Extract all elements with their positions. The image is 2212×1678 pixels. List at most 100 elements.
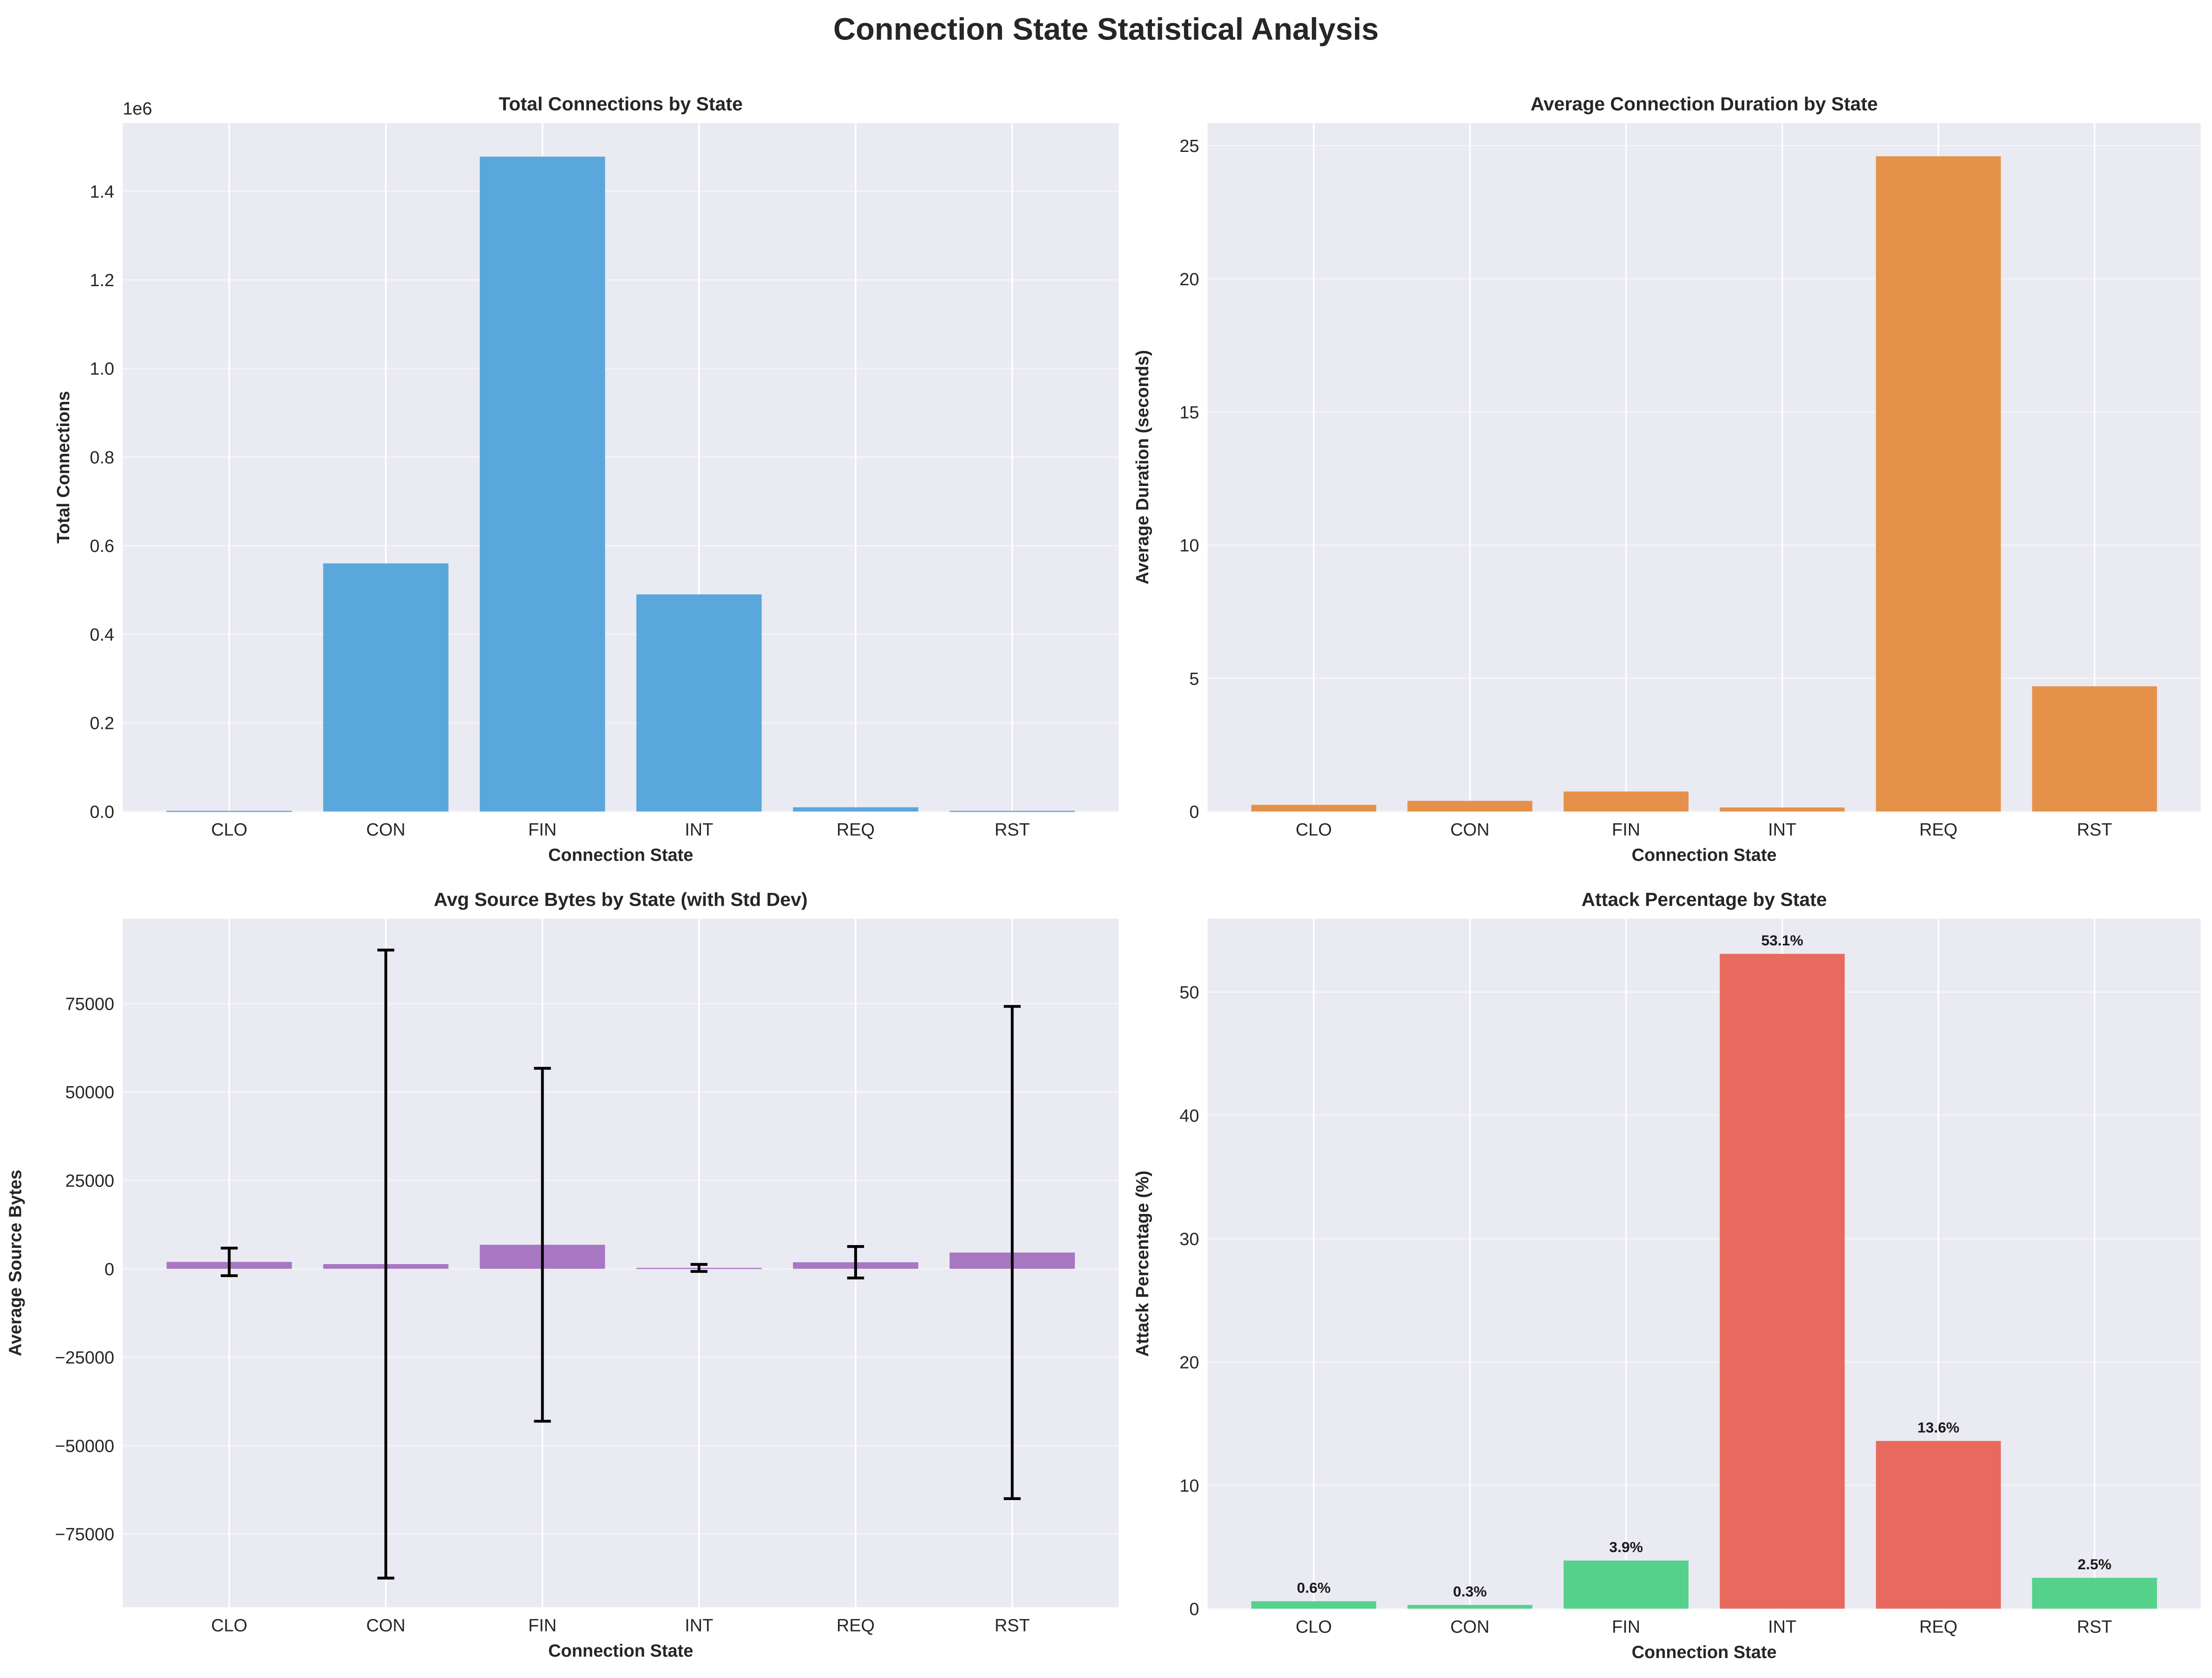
- x-tick-label: CON: [366, 820, 405, 839]
- data-label: 53.1%: [1761, 932, 1803, 949]
- y-tick-label: 5: [1189, 669, 1199, 689]
- y-tick-label: 40: [1179, 1107, 1199, 1126]
- y-tick-label: 50: [1179, 983, 1199, 1003]
- x-tick-label: RST: [995, 820, 1030, 839]
- error-bar-rst: [1003, 1005, 1021, 1500]
- x-tick-label: REQ: [837, 820, 875, 839]
- y-axis-label: Attack Percentage (%): [1133, 1171, 1152, 1357]
- y-tick-label: 30: [1179, 1230, 1199, 1249]
- error-bar-con: [377, 948, 394, 1580]
- x-tick-label: RST: [995, 1616, 1030, 1635]
- plot-area: [123, 123, 1119, 812]
- y-tick-label: 0.8: [90, 448, 114, 467]
- x-tick-label: FIN: [528, 1616, 556, 1635]
- y-offset-text: 1e6: [123, 99, 152, 119]
- y-tick-label: 0: [1189, 1599, 1199, 1619]
- y-tick-label: 1.0: [90, 360, 114, 379]
- y-axis-label: Total Connections: [54, 391, 73, 544]
- data-label: 2.5%: [2078, 1556, 2112, 1573]
- subplot-3: −75000 −50000 −25000 0 25000 50000 75000 CLO CON…: [6, 889, 1119, 1661]
- bar-rst: [2032, 1578, 2157, 1609]
- bar-clo: [1251, 805, 1376, 812]
- bar-req: [1876, 156, 2001, 812]
- bar-clo: [1251, 1601, 1376, 1609]
- x-axis-label: Connection State: [548, 1641, 693, 1661]
- bar-con: [323, 563, 449, 812]
- subplot-4: 0 10 20 30 40 50 CLO CON FIN INT REQ RST 0.6% 0.3% 3.9…: [1133, 889, 2201, 1662]
- x-tick-label: INT: [1768, 820, 1796, 839]
- y-tick-label: 0.6: [90, 537, 114, 556]
- y-tick-label: 0: [105, 1260, 114, 1279]
- error-bar-fin: [534, 1067, 551, 1423]
- x-tick-label: CON: [366, 1616, 405, 1635]
- bar-fin: [1564, 1560, 1689, 1609]
- x-tick-label: CLO: [1296, 820, 1332, 839]
- y-tick-label: −50000: [55, 1436, 114, 1456]
- y-tick-label: 0.4: [90, 625, 114, 645]
- error-bar-req: [847, 1245, 864, 1280]
- bar-req: [793, 807, 918, 812]
- x-tick-label: INT: [1768, 1617, 1796, 1637]
- x-axis-label: Connection State: [548, 846, 693, 865]
- bar-con: [1407, 800, 1532, 812]
- data-label: 3.9%: [1609, 1539, 1643, 1555]
- y-tick-label: 10: [1179, 536, 1199, 556]
- y-tick-label: 75000: [65, 995, 114, 1014]
- bar-req: [1876, 1441, 2001, 1609]
- x-axis-label: Connection State: [1632, 1643, 1777, 1662]
- data-label: 0.6%: [1297, 1580, 1331, 1596]
- x-tick-label: REQ: [1919, 820, 1957, 839]
- y-tick-label: −25000: [55, 1348, 114, 1368]
- y-tick-label: 10: [1179, 1476, 1199, 1496]
- bar-fin: [479, 157, 605, 812]
- bar-con: [1407, 1605, 1532, 1609]
- x-tick-label: CON: [1450, 1617, 1489, 1637]
- y-tick-label: 20: [1179, 1353, 1199, 1372]
- x-tick-label: CON: [1450, 820, 1489, 839]
- x-tick-label: INT: [685, 820, 713, 839]
- y-tick-label: 0.0: [90, 802, 114, 822]
- x-tick-label: FIN: [1612, 1617, 1640, 1637]
- x-tick-label: CLO: [211, 1616, 247, 1635]
- data-label: 13.6%: [1918, 1419, 1959, 1435]
- bar-clo: [166, 811, 292, 812]
- y-tick-label: 0: [1189, 802, 1199, 822]
- bar-fin: [1564, 791, 1689, 812]
- subplot-title: Avg Source Bytes by State (with Std Dev): [434, 889, 808, 910]
- y-axis-label: Average Source Bytes: [6, 1170, 26, 1357]
- y-tick-label: −75000: [55, 1525, 114, 1545]
- x-axis-label: Connection State: [1632, 846, 1777, 865]
- error-bar-clo: [221, 1246, 238, 1278]
- y-tick-label: 1.4: [90, 182, 114, 202]
- y-tick-label: 50000: [65, 1083, 114, 1102]
- x-tick-label: RST: [2077, 820, 2112, 839]
- error-bar-int: [690, 1263, 708, 1273]
- y-tick-label: 15: [1179, 403, 1199, 422]
- subplot-2: 0 5 10 15 20 25 CLO CON FIN INT REQ RST Average Conn…: [1133, 93, 2201, 865]
- data-label: 0.3%: [1453, 1583, 1487, 1599]
- bar-rst: [949, 811, 1075, 812]
- x-tick-label: FIN: [528, 820, 556, 839]
- bar-rst: [2032, 686, 2157, 812]
- y-tick-label: 25: [1179, 137, 1199, 156]
- y-tick-label: 20: [1179, 270, 1199, 289]
- y-tick-label: 1.2: [90, 271, 114, 290]
- y-axis-label: Average Duration (seconds): [1133, 350, 1152, 584]
- y-tick-label: 0.2: [90, 714, 114, 734]
- x-tick-label: CLO: [211, 820, 247, 839]
- x-tick-label: RST: [2077, 1617, 2112, 1637]
- subplot-1: 0.0 0.2 0.4 0.6 0.8 1.0 1.2 1.4 CLO CON FIN INT REQ R…: [54, 93, 1119, 865]
- y-tick-label: 25000: [65, 1172, 114, 1191]
- x-tick-label: CLO: [1296, 1617, 1332, 1637]
- x-tick-label: REQ: [1919, 1617, 1957, 1637]
- x-tick-label: INT: [685, 1616, 713, 1635]
- x-tick-label: REQ: [837, 1616, 875, 1635]
- bar-int: [1720, 807, 1845, 812]
- subplot-title: Attack Percentage by State: [1581, 889, 1826, 910]
- figure-title: Connection State Statistical Analysis: [833, 13, 1379, 47]
- x-tick-label: FIN: [1612, 820, 1640, 839]
- bar-int: [636, 594, 762, 812]
- subplot-title: Total Connections by State: [499, 93, 743, 114]
- plot-area: [1207, 918, 2201, 1609]
